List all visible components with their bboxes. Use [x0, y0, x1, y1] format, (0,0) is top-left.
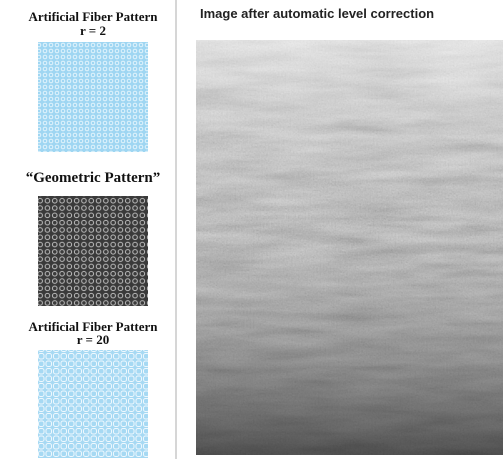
page: Artificial Fiber Pattern r = 2 “Geometri… [0, 0, 503, 459]
corrected-image [196, 40, 503, 455]
pattern-image [38, 350, 148, 458]
figure [0, 0, 503, 459]
pattern-image [38, 196, 148, 306]
pattern-image [38, 42, 148, 152]
